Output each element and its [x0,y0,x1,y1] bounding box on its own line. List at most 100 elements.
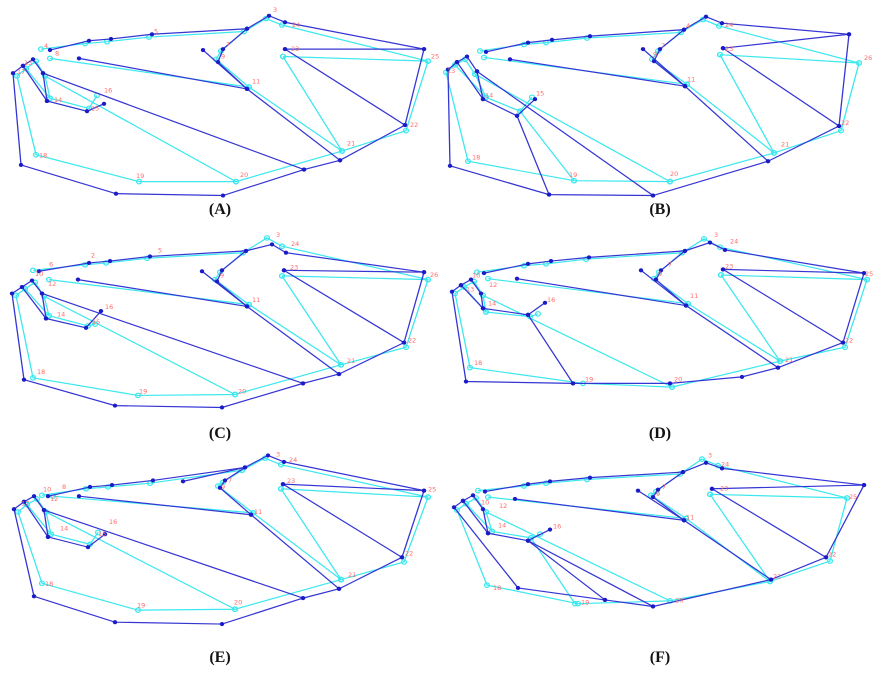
blue-landmark-dot [464,54,470,59]
cyan-landmark-ring [424,58,432,64]
cyan-landmark-ring [29,374,37,381]
cyan-landmark-ring [47,531,55,538]
landmark-label: 24 [289,457,297,464]
blue-wireframe-D [449,240,867,386]
cyan-landmark-ring [666,178,674,185]
cyan-landmark-ring [134,607,142,613]
cyan-landmark-ring [263,235,271,241]
landmark-label: 21 [773,574,781,581]
blue-landmark-dot [300,596,306,601]
blue-landmark-dot [682,248,688,253]
blue-landmark-dot [549,37,555,42]
cyan-landmark-ring [462,500,470,507]
blue-landmark-dot [650,495,656,500]
cyan-landmark-ring [841,344,849,351]
blue-landmark-dot [31,494,37,499]
landmark-label: 15 [98,531,106,538]
landmark-label: 18 [39,153,47,160]
blue-landmark-dot [507,57,513,62]
blue-landmark-dot [282,20,288,25]
landmark-label: 18 [45,581,53,588]
blue-landmark-dot [650,193,656,198]
landmark-label: 12 [489,282,497,289]
blue-landmark-dot [43,316,49,321]
blue-landmark-dot [447,163,453,168]
wireframe-plot-D: 3 24 23 25 22 21 20 19 18 16 14 12 10 13 79 11 [449,232,873,390]
blue-landmark-dot [525,312,531,317]
cyan-landmark-ring [37,46,45,52]
panel-B: 4 24 26 23 7 9 11 13 14 15 18 19 20 21 22 (B) [440,0,880,224]
blue-landmark-dot [480,507,486,512]
panel-caption-C: (C) [208,425,232,442]
landmark-label: 7 [661,43,665,50]
panel-caption-A: (A) [208,201,232,218]
blue-landmark-dot [86,38,92,43]
landmark-label: 9 [221,484,225,491]
blue-landmark-dot [421,270,427,275]
blue-landmark-dot [36,269,42,274]
blue-landmark-dot [445,67,451,72]
landmark-labels-D: 3 24 23 25 22 21 20 19 18 16 14 12 10 13 79 11 [466,232,873,383]
wireframe-plot-B: 4 24 26 23 79 11 13 14 15 18 19 20 21 22 [442,14,872,198]
cyan-landmark-ring [826,558,834,564]
landmark-label: 16 [109,519,117,526]
panel-C: 3 24 2 5 6 10 12 14 15 16 9 11 23 26 22 21 20 19 18 (C) [0,224,440,448]
landmark-labels-F: 3 24 23 25 22 21 20 19 18 16 14 12 10 11 97 [481,452,857,606]
panel-D: 3 24 23 25 22 21 20 19 18 16 14 12 10 13 7 9 11 (D) [440,224,880,448]
blue-landmark-dot [86,260,92,265]
landmark-label: 23 [287,478,295,485]
landmark-label: 22 [408,338,416,345]
landmark-label: 11 [254,509,262,516]
panel-caption-D: (D) [648,425,672,442]
blue-landmark-dot [199,269,205,274]
landmark-label: 19 [136,173,144,180]
landmark-label: 9 [658,271,662,278]
blue-landmark-dot [40,71,46,76]
blue-landmark-dot [468,277,474,282]
cyan-landmark-ring [571,600,579,607]
landmark-label: 17 [17,69,25,76]
cyan-landmark-ring [716,244,724,250]
landmark-label: 10 [472,273,480,280]
landmark-label: 18 [37,369,45,376]
blue-landmark-dot [147,254,153,259]
blue-landmark-dot [76,56,82,61]
blue-landmark-dot [101,101,107,106]
cyan-wireframe-A [13,15,432,185]
blue-landmark-dot [244,304,250,309]
landmark-label: 3 [276,452,280,459]
blue-landmark-dot [525,40,531,45]
blue-landmark-dot [638,268,644,273]
cyan-landmark-ring [476,48,484,54]
blue-landmark-dot [149,32,155,37]
blue-landmark-dot [768,577,774,582]
cyan-landmark-ring [542,480,550,487]
blue-landmark-dot [709,486,715,491]
cyan-landmark-ring [453,507,461,513]
blue-landmark-dot [720,46,726,51]
cyan-landmark-ring [278,22,286,28]
blue-landmark-dot [547,479,553,484]
blue-landmark-dot [421,47,427,52]
blue-landmark-dot [775,365,781,370]
blue-wireframe-A [10,13,427,198]
landmark-label: 19 [585,377,593,384]
cyan-landmark-ring [135,178,143,185]
landmark-label: 18 [474,360,482,367]
landmark-label: 20 [670,171,678,178]
cyan-wireframe-C [12,235,432,399]
cyan-wireframe-B [442,16,863,185]
blue-landmark-dot [482,489,488,494]
blue-landmark-dot [243,248,249,253]
blue-landmark-dot [76,494,82,499]
blue-landmark-dot [248,512,254,517]
blue-landmark-dot [480,97,486,102]
cyan-landmark-ring [706,491,714,498]
blue-landmark-dot [570,381,576,386]
blue-landmark-dot [31,594,37,599]
cyan-landmark-ring [13,73,21,79]
blue-landmark-dot [220,47,226,52]
landmark-label: 17 [21,501,29,508]
blue-landmark-dot [840,340,846,345]
